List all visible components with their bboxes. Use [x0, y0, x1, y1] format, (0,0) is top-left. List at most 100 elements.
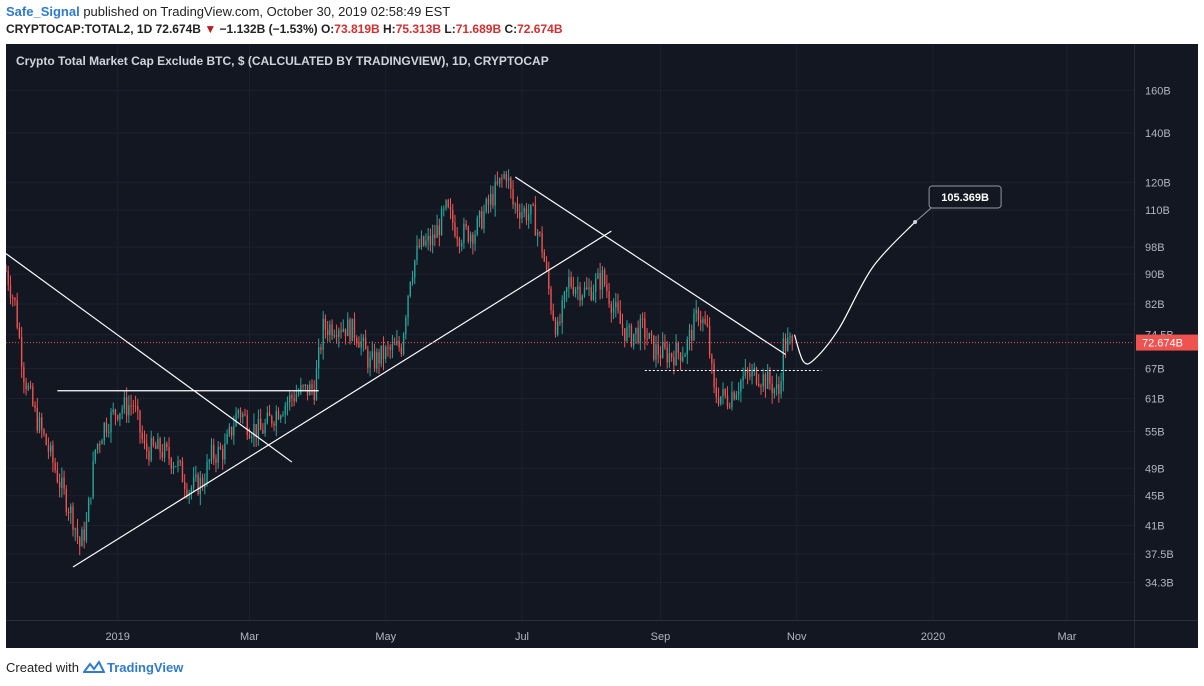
- candle-body: [262, 429, 264, 434]
- candle-body: [423, 236, 425, 246]
- candle-body: [557, 321, 559, 335]
- candle-body: [355, 338, 358, 342]
- candle-body: [601, 270, 604, 290]
- candle-body: [766, 371, 769, 389]
- chart-panel[interactable]: 105.369B160B140B120B110B98B90B82B74.5B67…: [6, 44, 1198, 648]
- candle-body: [295, 394, 298, 402]
- candle-body: [41, 417, 43, 430]
- candle-body: [617, 302, 619, 312]
- candle-body: [74, 528, 76, 530]
- candle-body: [624, 328, 626, 341]
- symbol: CRYPTOCAP:TOTAL2, 1D: [6, 22, 153, 36]
- candle-body: [367, 349, 369, 368]
- low-label: L:: [444, 22, 456, 36]
- candle-body: [141, 432, 143, 440]
- x-tick-label: Mar: [240, 631, 259, 643]
- candle-body: [228, 426, 231, 435]
- candle-body: [125, 397, 128, 416]
- candle-body: [38, 417, 41, 431]
- candle-body: [443, 208, 445, 210]
- candle-body: [702, 319, 704, 323]
- candle-body: [753, 367, 755, 371]
- candle-body: [467, 226, 470, 242]
- candle-body: [139, 410, 141, 433]
- candle-body: [166, 443, 168, 448]
- candle-body: [510, 177, 512, 189]
- candle-body: [313, 388, 315, 401]
- high-label: H:: [383, 22, 396, 36]
- candle-body: [121, 409, 123, 414]
- target-dot: [913, 219, 918, 224]
- candle-body: [400, 347, 403, 355]
- candle-body: [744, 369, 747, 377]
- candle-body: [780, 381, 782, 394]
- candle-body: [530, 204, 532, 215]
- tradingview-brand[interactable]: TradingView: [106, 660, 184, 675]
- candle-body: [112, 409, 114, 412]
- candle-body: [436, 225, 438, 238]
- candle-body: [711, 355, 713, 364]
- candle-body: [244, 414, 246, 416]
- candle-body: [668, 353, 671, 363]
- candle-body: [128, 405, 130, 416]
- candle-body: [12, 297, 14, 299]
- candle-body: [347, 319, 349, 337]
- candle-body: [485, 199, 487, 212]
- candle-body: [96, 443, 99, 450]
- published-text: published on TradingView.com, October 30…: [83, 4, 451, 19]
- candle-body: [318, 347, 320, 369]
- candle-body: [764, 374, 767, 389]
- current-price-badge: [1136, 334, 1198, 351]
- candle-body: [329, 324, 331, 336]
- candle-body: [268, 412, 271, 417]
- candle-body: [300, 385, 302, 393]
- candle-body: [389, 347, 391, 350]
- price-chart[interactable]: 105.369B160B140B120B110B98B90B82B74.5B67…: [6, 44, 1198, 648]
- candle-body: [387, 347, 389, 349]
- candle-body: [610, 303, 613, 313]
- ohlc-legend: CRYPTOCAP:TOTAL2, 1D 72.674B ▼ −1.132B (…: [6, 22, 563, 36]
- y-tick-label: 34.3B: [1145, 577, 1174, 589]
- y-tick-label: 67B: [1145, 364, 1165, 376]
- candle-body: [239, 410, 242, 418]
- candle-body: [157, 438, 159, 449]
- candle-body: [217, 446, 219, 463]
- candle-body: [463, 223, 465, 244]
- candle-body: [693, 313, 695, 341]
- candle-body: [751, 370, 753, 377]
- candle-body: [492, 194, 494, 206]
- candle-body: [543, 252, 546, 262]
- tradingview-logo-icon: [82, 660, 105, 673]
- y-tick-label: 55B: [1145, 427, 1165, 439]
- candle-body: [539, 232, 541, 234]
- author-link[interactable]: Safe_Signal: [6, 4, 80, 19]
- candle-body: [771, 383, 773, 394]
- trend-line: [72, 230, 612, 568]
- y-tick-label: 120B: [1145, 177, 1171, 189]
- candle-body: [280, 415, 282, 420]
- candle-body: [411, 277, 414, 283]
- candle-body: [519, 212, 521, 219]
- candle-body: [483, 211, 485, 229]
- candle-body: [92, 460, 94, 498]
- candle-body: [742, 376, 744, 381]
- candle-body: [161, 452, 164, 458]
- candle-body: [29, 385, 32, 387]
- candle-body: [784, 338, 787, 351]
- candle-body: [789, 336, 791, 338]
- candle-body: [116, 415, 119, 420]
- candle-body: [476, 217, 478, 235]
- candle-body: [226, 434, 228, 444]
- candle-body: [45, 434, 47, 445]
- candle-body: [460, 243, 463, 247]
- candle-body: [621, 323, 624, 329]
- candle-body: [322, 318, 324, 350]
- candle-body: [190, 487, 193, 493]
- candle-body: [76, 528, 79, 538]
- candle-body: [331, 324, 333, 336]
- y-tick-label: 45B: [1145, 491, 1165, 503]
- candle-body: [233, 426, 235, 436]
- candle-body: [81, 529, 83, 547]
- candle-body: [769, 371, 771, 384]
- candle-body: [481, 211, 483, 229]
